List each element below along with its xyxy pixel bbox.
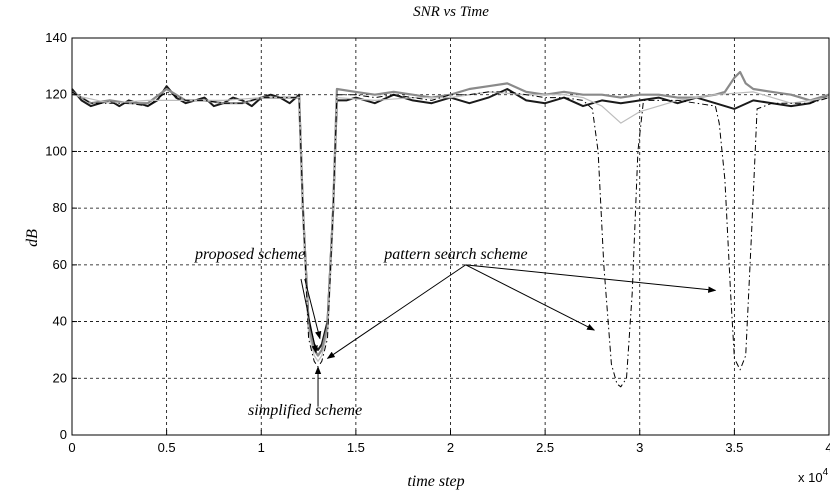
annotation-arrow	[465, 264, 717, 293]
annotation-arrow	[300, 278, 318, 354]
x-tick-label: 1.5	[347, 440, 365, 455]
x-tick-label: 4	[825, 440, 830, 455]
plot-series	[71, 70, 830, 388]
annotations: proposed scheme pattern search scheme simp…	[194, 246, 717, 419]
annotation-arrow	[304, 278, 322, 340]
x-multiplier-label: x 104	[798, 467, 829, 485]
y-tick-label: 120	[45, 87, 67, 102]
y-tick-label: 20	[53, 370, 67, 385]
series-line-3	[71, 91, 830, 362]
x-multiplier-base: x 10	[798, 470, 823, 485]
x-tick-label: 3.5	[725, 440, 743, 455]
annotation-label: simplified scheme	[248, 402, 362, 419]
x-tick-label: 2	[447, 440, 454, 455]
x-axis-label: time step	[407, 473, 464, 490]
x-tick-label: 3	[636, 440, 643, 455]
chart-title: SNR vs Time	[413, 4, 489, 20]
x-multiplier-exponent: 4	[823, 467, 829, 478]
y-tick-label: 80	[53, 200, 67, 215]
annotation-label: pattern search scheme	[383, 246, 527, 263]
y-tick-label: 60	[53, 257, 67, 272]
x-tick-label: 2.5	[536, 440, 554, 455]
x-tick-label: 0	[68, 440, 75, 455]
y-tick-label: 0	[60, 427, 67, 442]
x-tick-label: 1	[258, 440, 265, 455]
x-tick-label: 0.5	[158, 440, 176, 455]
annotation-arrow	[465, 264, 596, 331]
series-line-1	[71, 85, 830, 351]
y-axis-label: dB	[24, 229, 41, 247]
y-tick-label: 140	[45, 30, 67, 45]
y-tick-label: 40	[53, 314, 67, 329]
annotation-label: proposed scheme	[194, 246, 305, 263]
annotation-arrow	[326, 264, 466, 359]
y-tick-label: 100	[45, 143, 67, 158]
